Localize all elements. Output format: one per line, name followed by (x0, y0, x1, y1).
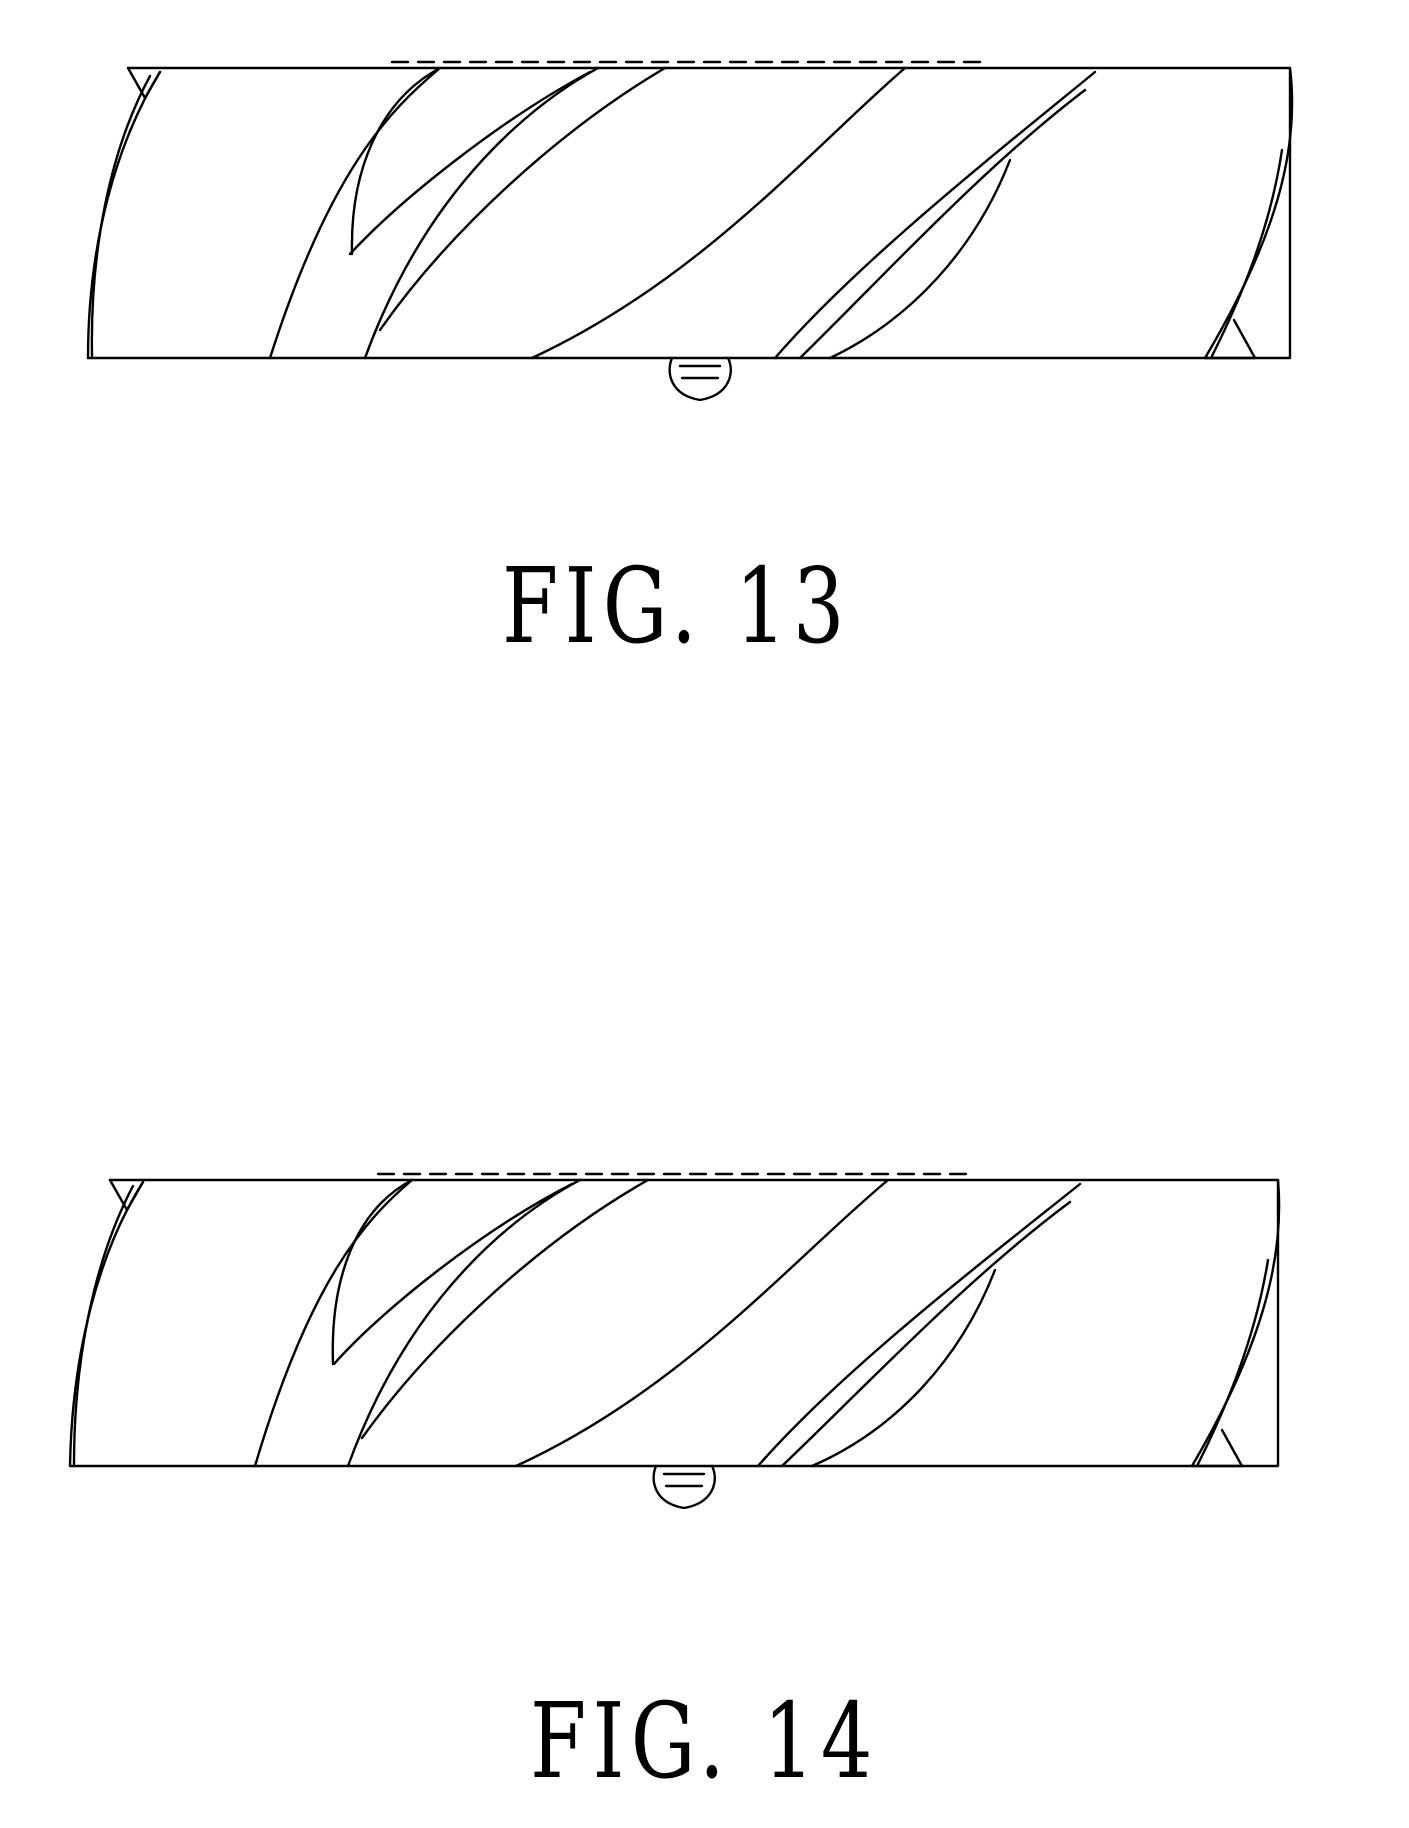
flute-3-front (775, 72, 1095, 358)
left-end-curve (88, 72, 160, 358)
flute-3-lens (830, 160, 1010, 358)
flute-1-back (348, 1180, 580, 1466)
right-end-curve (1192, 1180, 1279, 1466)
figure-14: FIG. 14 (0, 1100, 1409, 1828)
left-tip (110, 1180, 143, 1210)
flute-1-inner-a (350, 72, 590, 254)
left-end-curve (70, 1182, 143, 1466)
flute-1-front (270, 68, 440, 358)
center-lobe (333, 1180, 412, 1364)
flute-2-edge (532, 68, 905, 358)
figure-13: FIG. 13 (0, 0, 1409, 900)
center-lobe (352, 68, 440, 254)
flute-3-back (800, 90, 1085, 358)
bottom-nub-lines (664, 1474, 704, 1486)
body-outline (70, 1180, 1278, 1466)
flute-3-back (782, 1202, 1070, 1466)
left-end-inner (92, 76, 150, 356)
left-end-inner (74, 1186, 133, 1464)
flute-1-back (365, 68, 598, 358)
flute-1-inner-b (362, 1180, 648, 1438)
drill-bit-drawing-13 (0, 0, 1409, 900)
left-tip (128, 68, 160, 98)
bottom-nub-lines (680, 366, 720, 378)
right-tip (1205, 320, 1255, 358)
flute-3-lens (812, 1270, 995, 1466)
figure-13-label: FIG. 13 (502, 545, 851, 667)
flute-2-edge (516, 1180, 888, 1466)
figure-14-label: FIG. 14 (530, 1680, 879, 1802)
flute-1-inner-a (334, 1184, 572, 1364)
body-outline (88, 68, 1290, 358)
flute-1-inner-b (380, 68, 665, 330)
right-end-inner (1198, 1260, 1268, 1464)
flute-3-front (758, 1184, 1080, 1466)
right-end-curve (1205, 68, 1292, 358)
